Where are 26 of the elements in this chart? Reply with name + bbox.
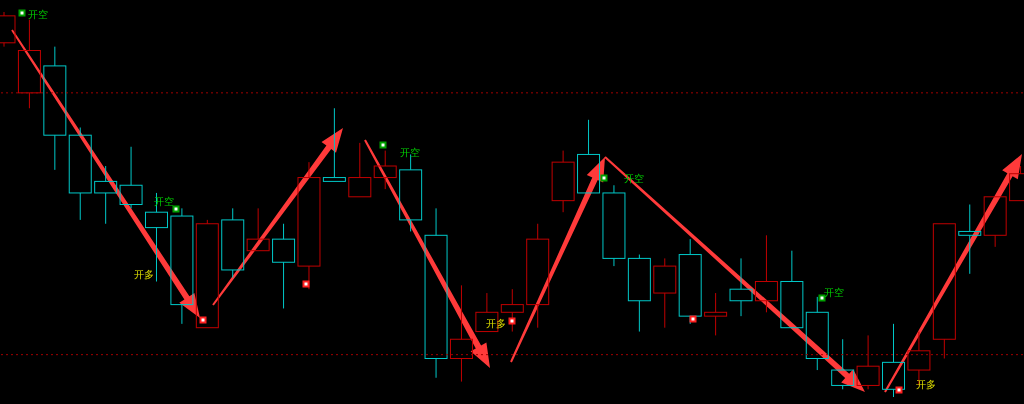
- candlestick: [754, 234, 778, 313]
- candlestick: [94, 165, 118, 225]
- candlestick: [551, 150, 575, 213]
- candlestick: [805, 296, 829, 371]
- candlestick: [729, 257, 753, 317]
- candlestick: [43, 46, 67, 171]
- candlestick: [373, 150, 397, 190]
- candlestick: [119, 146, 143, 209]
- candlestick: [704, 292, 728, 336]
- annotation: 开空: [824, 287, 844, 298]
- candlestick: [856, 334, 880, 390]
- candlestick: [424, 207, 448, 379]
- candlestick: [17, 19, 41, 109]
- annotation: 开多: [916, 379, 936, 390]
- candlestick: [272, 223, 296, 309]
- candlestick: [958, 204, 982, 275]
- candlestick: [882, 323, 906, 397]
- annotation: 开多: [486, 318, 506, 329]
- annotation: 开多: [134, 269, 154, 280]
- annotation: 开空: [28, 9, 48, 20]
- candlestick: [297, 161, 321, 290]
- candlestick: [170, 207, 194, 325]
- candlestick: [526, 223, 550, 329]
- candlestick: [449, 284, 473, 383]
- candlestick: [602, 184, 626, 267]
- annotation: 开空: [400, 147, 420, 158]
